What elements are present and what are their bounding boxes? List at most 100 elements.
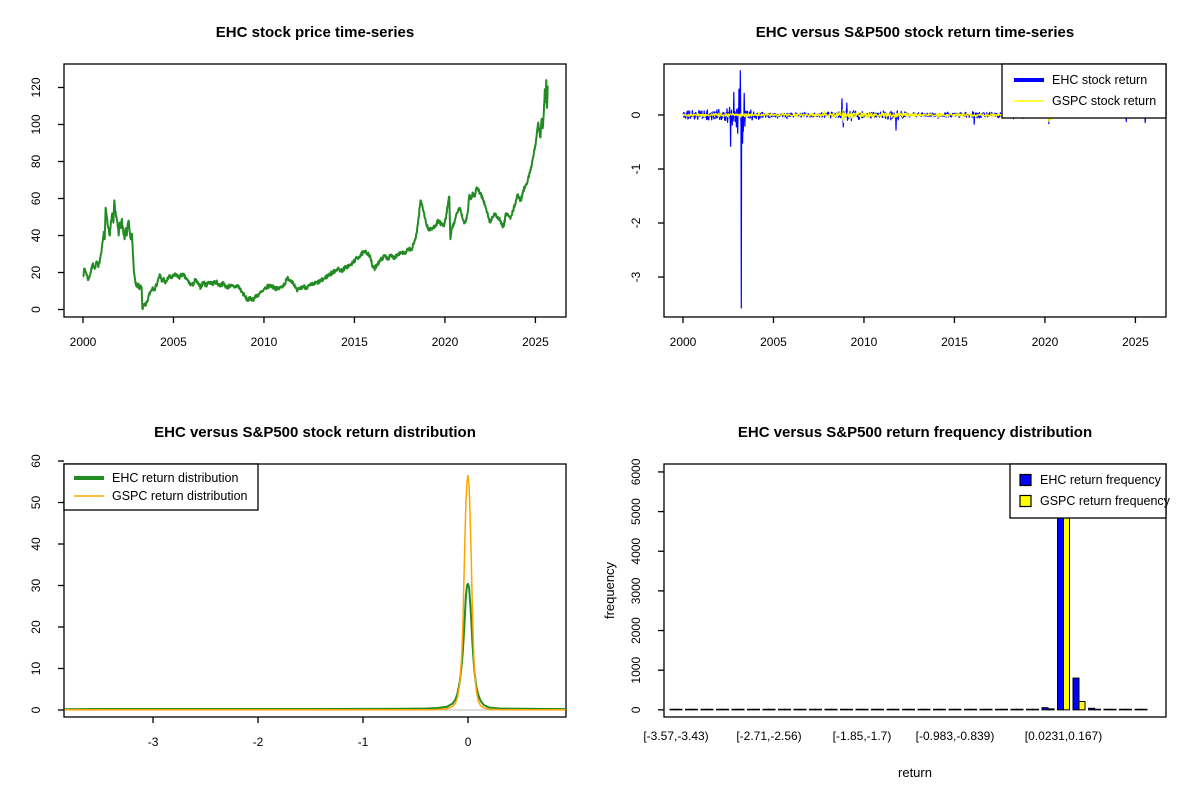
x-tick-label: 2020: [432, 335, 459, 349]
ehc-frequency-bar: [1119, 708, 1126, 711]
ehc-frequency-bar: [793, 708, 801, 711]
y-axis-label: frequency: [602, 561, 617, 619]
chart-title: EHC stock price time-series: [216, 24, 414, 41]
y-tick-label: 3000: [629, 577, 643, 604]
gspc-frequency-bar: [1047, 708, 1055, 711]
ehc-frequency-bar: [700, 708, 708, 711]
y-tick-label: 40: [29, 229, 43, 243]
x-tick-label: -2: [253, 735, 264, 749]
y-tick-label: 120: [29, 77, 43, 97]
legend-label: GSPC return distribution: [112, 489, 248, 503]
gspc-frequency-bar: [830, 708, 838, 711]
x-tick-label: 2020: [1032, 335, 1059, 349]
y-tick-label: 1000: [629, 657, 643, 684]
y-tick-label: 20: [29, 620, 43, 634]
ehc-frequency-bar: [824, 708, 832, 711]
y-tick-label: 40: [29, 537, 43, 551]
gspc-frequency-bar: [1016, 708, 1024, 711]
y-tick-label: -3: [629, 271, 643, 282]
gspc-density-curve: [64, 474, 566, 711]
y-tick-label: -2: [629, 217, 643, 228]
ehc-frequency-bar: [716, 708, 723, 711]
price-timeseries-chart: EHC stock price time-series 2000 2005 2010…: [29, 24, 567, 349]
bin-label: [-2.71,-2.56): [736, 729, 801, 743]
gspc-frequency-bar: [691, 708, 698, 711]
legend-label: EHC return frequency: [1040, 473, 1162, 487]
ehc-frequency-bar: [917, 708, 925, 711]
gspc-frequency-bar: [1140, 708, 1148, 711]
ehc-frequency-bar: [855, 708, 863, 711]
y-tick-label: 20: [29, 266, 43, 280]
chart-title: EHC versus S&P500 stock return time-seri…: [756, 24, 1074, 41]
price-series-line: [82, 79, 549, 311]
legend-swatch: [1019, 473, 1032, 487]
y-tick-label: 10: [29, 662, 43, 676]
legend-box: [1001, 63, 1167, 119]
gspc-frequency-bar: [954, 708, 962, 711]
x-tick-label: 2000: [70, 335, 97, 349]
gspc-frequency-bar: [1032, 708, 1039, 711]
y-tick-label: 0: [29, 306, 43, 313]
x-tick-label: 2015: [941, 335, 968, 349]
panel-price-timeseries: EHC stock price time-series 2000 2005 2010…: [0, 0, 600, 400]
return-timeseries-chart: EHC versus S&P500 stock return time-seri…: [629, 24, 1167, 349]
chart-canvas: 2000 2005 2010 2015 2020 2025 0 20 40 60 80 100 120: [29, 63, 567, 349]
gspc-frequency-bar: [877, 708, 884, 711]
gspc-frequency-bar: [908, 708, 915, 711]
ehc-frequency-bar: [1041, 707, 1049, 711]
legend-box: [1009, 463, 1167, 519]
bin-label: [-0.983,-0.839): [916, 729, 995, 743]
bin-label: [-3.57,-3.43): [643, 729, 708, 743]
x-tick-label: 2005: [160, 335, 187, 349]
gspc-frequency-bar: [923, 708, 931, 711]
ehc-frequency-bar: [1026, 708, 1033, 711]
y-tick-label: 80: [29, 155, 43, 169]
panel-return-frequency: EHC versus S&P500 return frequency distr…: [600, 400, 1200, 800]
gspc-frequency-bar: [939, 708, 946, 711]
ehc-density-curve: [64, 582, 566, 711]
ehc-frequency-bar: [747, 708, 754, 711]
y-tick-label: 0: [629, 706, 643, 713]
y-tick-label: 4000: [629, 538, 643, 565]
y-tick-label: 6000: [629, 458, 643, 485]
return-frequency-chart: EHC versus S&P500 return frequency distr…: [602, 424, 1171, 780]
x-tick-label: 2000: [670, 335, 697, 349]
gspc-frequency-bar: [722, 708, 729, 711]
gspc-frequency-bar: [985, 708, 993, 711]
gspc-frequency-bar: [753, 708, 760, 711]
x-tick-label: 2025: [522, 335, 549, 349]
ehc-frequency-bar: [1103, 708, 1111, 711]
chart-canvas: 0 1000 2000 3000 4000 5000 6000 frequency return…: [602, 458, 1171, 780]
gspc-frequency-bar: [815, 708, 822, 711]
y-tick-label: 30: [29, 579, 43, 593]
chart-title: EHC versus S&P500 return frequency distr…: [738, 424, 1092, 441]
panel-return-distribution: EHC versus S&P500 stock return distribut…: [0, 400, 600, 800]
ehc-frequency-bar: [809, 708, 816, 711]
x-tick-label: 2015: [341, 335, 368, 349]
y-tick-label: 2000: [629, 617, 643, 644]
y-tick-label: 60: [29, 192, 43, 206]
ehc-frequency-bar: [685, 708, 692, 711]
gspc-frequency-bar: [1078, 700, 1086, 711]
y-tick-label: -1: [629, 163, 643, 174]
ehc-frequency-bar: [933, 708, 940, 711]
gspc-frequency-bar: [1001, 708, 1008, 711]
gspc-frequency-bar: [970, 708, 977, 711]
gspc-frequency-bar: [675, 708, 683, 711]
gspc-frequency-bar: [706, 708, 714, 711]
legend-label: GSPC return frequency: [1040, 494, 1171, 508]
gspc-frequency-bar: [1094, 708, 1101, 711]
y-tick-label: 100: [29, 114, 43, 134]
y-tick-label: 0: [629, 111, 643, 118]
y-tick-label: 50: [29, 496, 43, 510]
x-axis-label: return: [898, 765, 932, 780]
ehc-frequency-bar: [964, 708, 971, 711]
plot-box: [63, 463, 567, 718]
ehc-frequency-bar: [1088, 707, 1095, 711]
x-tick-label: -3: [148, 735, 159, 749]
ehc-frequency-bar: [1010, 708, 1018, 711]
ehc-frequency-bar: [979, 708, 987, 711]
gspc-frequency-bar: [1125, 708, 1132, 711]
ehc-frequency-bar: [731, 708, 739, 711]
